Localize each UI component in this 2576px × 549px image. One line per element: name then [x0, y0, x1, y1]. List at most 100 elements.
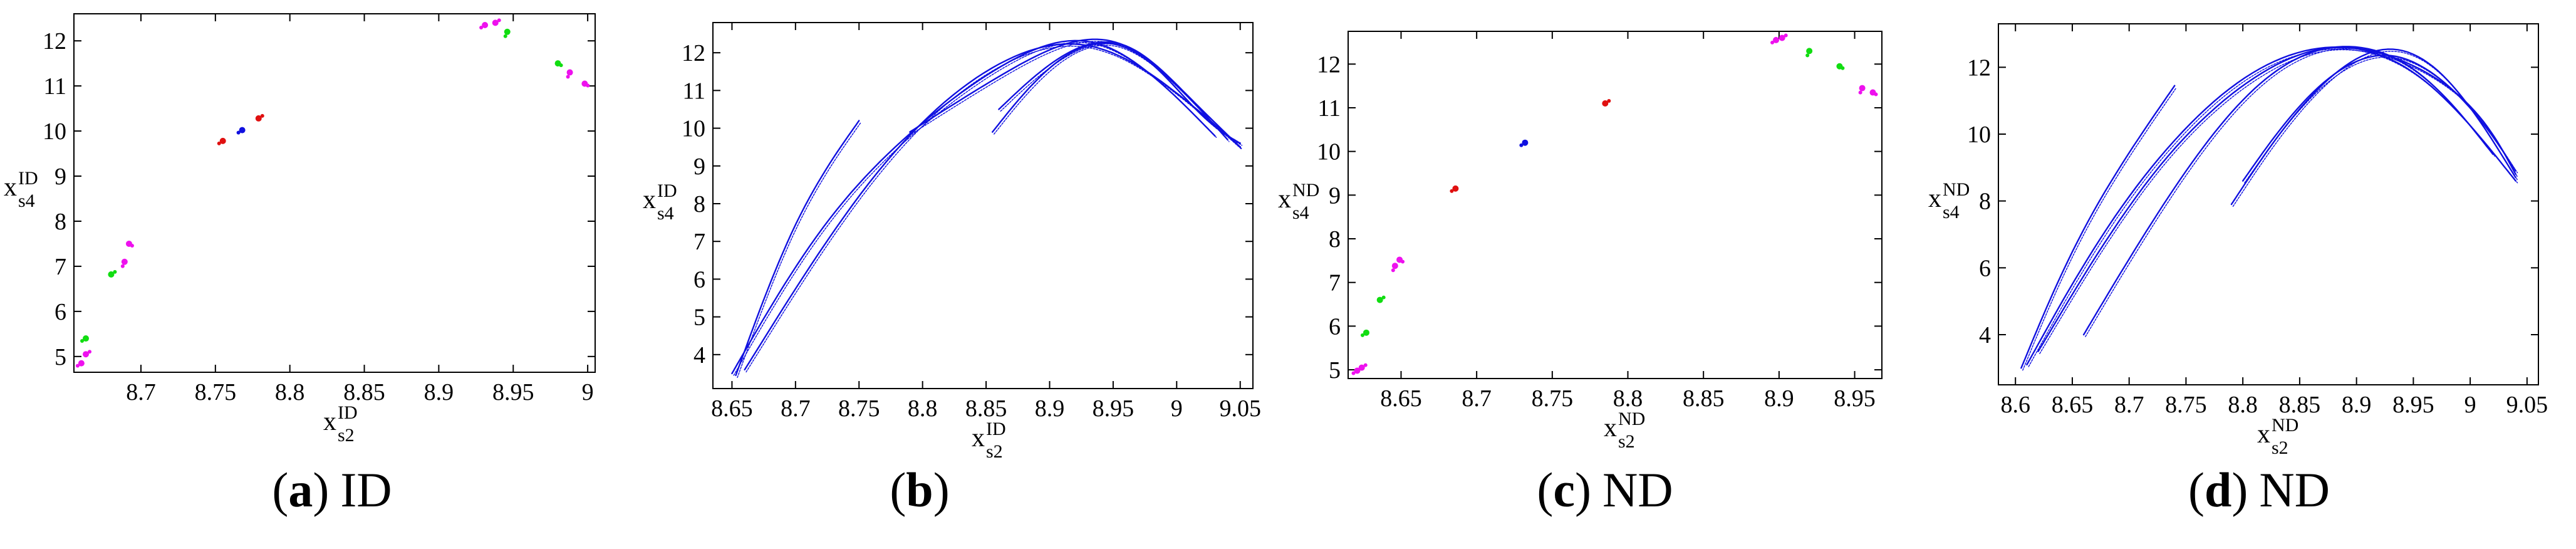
caption-open-paren: ( [890, 463, 906, 517]
x-axis-label-superscript: ID [986, 419, 1006, 439]
x-tick-label: 8.85 [965, 395, 1007, 422]
data-point-cluster [1363, 363, 1368, 367]
y-axis-label-base: x [1928, 184, 1941, 213]
y-tick-label: 12 [43, 28, 66, 55]
y-tick-label: 8 [1979, 189, 1991, 215]
panel-caption: (c) ND [1537, 463, 1673, 517]
x-tick-label: 8.6 [2000, 392, 2030, 418]
y-tick-label: 5 [55, 344, 66, 370]
data-point [1602, 100, 1609, 107]
caption-text: ID [340, 463, 392, 517]
y-axis-label-subscript: s4 [657, 203, 674, 224]
x-tick-label: 8.65 [711, 395, 753, 422]
attractor-curve [733, 42, 1217, 376]
y-tick-label: 6 [1979, 255, 1991, 281]
panel-caption: (b) [890, 463, 949, 517]
series-attractor-arc-3 [2037, 46, 2518, 354]
x-tick-label: 8.75 [1532, 385, 1574, 412]
data-point-cluster [1841, 66, 1845, 70]
data-point-cluster [559, 63, 563, 68]
y-tick-label: 8 [1329, 226, 1341, 253]
data-point [78, 360, 85, 367]
data-point [1363, 329, 1369, 336]
series-period-1 [1519, 139, 1529, 147]
x-tick-label: 8.75 [2165, 392, 2207, 418]
y-axis-label-subscript: s4 [1943, 202, 1960, 222]
series-period-2 [1450, 98, 1611, 193]
attractor-curve [2232, 51, 2518, 207]
data-point-cluster [503, 34, 507, 38]
data-point [83, 335, 90, 342]
x-tick-label: 8.7 [1462, 385, 1492, 412]
y-tick-label: 4 [1979, 322, 1991, 348]
y-tick-label: 7 [693, 229, 705, 255]
data-point [1779, 34, 1785, 41]
data-point-cluster [1401, 259, 1405, 264]
x-tick-label: 8.85 [2279, 392, 2321, 418]
y-axis-label-superscript: ND [1943, 179, 1970, 200]
data-point [255, 115, 262, 122]
series-period-8 [75, 18, 590, 368]
y-tick-label: 9 [55, 164, 66, 190]
y-tick-label: 5 [1329, 357, 1341, 384]
y-tick-label: 7 [1329, 270, 1341, 296]
attractor-curve [2037, 46, 2516, 352]
plot-frame [73, 13, 596, 373]
series-attractor-arc-5 [992, 42, 1230, 142]
data-point [1452, 185, 1459, 192]
x-tick-label: 8.75 [195, 379, 237, 405]
x-tick-label: 8.9 [424, 379, 454, 405]
x-tick-label: 8.95 [2392, 392, 2434, 418]
data-point [1773, 36, 1780, 43]
attractor-curve [2242, 54, 2516, 182]
attractor-curve [2028, 48, 2518, 367]
data-point-cluster [88, 350, 92, 354]
caption-letter: c [1553, 463, 1575, 517]
x-tick-label: 8.65 [2052, 392, 2094, 418]
data-point-cluster [1351, 371, 1356, 375]
data-point [83, 351, 90, 358]
data-point-cluster [1858, 90, 1862, 95]
attractor-curve [2022, 87, 2177, 371]
y-tick-label: 6 [1329, 313, 1341, 340]
series-attractor-arc-1 [2020, 85, 2177, 371]
y-tick-label: 5 [693, 305, 705, 331]
data-point-cluster [130, 243, 134, 248]
y-tick-label: 8 [693, 191, 705, 217]
y-tick-label: 9 [1329, 182, 1341, 209]
y-axis-label-base: x [643, 186, 656, 214]
x-axis-label-subscript: s2 [338, 425, 355, 446]
data-point-cluster [1784, 33, 1788, 38]
attractor-curve [744, 43, 1241, 371]
data-point-cluster [566, 75, 570, 79]
y-tick-label: 7 [55, 254, 66, 280]
attractor-curve [1000, 43, 1243, 150]
data-point-cluster [1519, 143, 1524, 147]
y-tick-label: 10 [1967, 122, 1991, 148]
x-tick-label: 8.85 [1683, 385, 1725, 412]
y-axis-label-superscript: ND [1292, 180, 1319, 201]
x-axis-label: xID s2 [972, 419, 1006, 462]
data-point-cluster [1391, 268, 1395, 273]
y-axis-label-subscript: s4 [18, 191, 35, 211]
x-axis-label-superscript: ND [2272, 415, 2298, 436]
data-point-cluster [1450, 189, 1454, 193]
plot-frame [1998, 23, 2539, 385]
caption-close-paren: ) [2231, 463, 2248, 517]
y-tick-label: 10 [1317, 139, 1341, 165]
y-tick-label: 8 [55, 209, 66, 235]
y-axis-label-superscript: ID [18, 168, 38, 189]
series-attractor-arc-2 [731, 39, 1217, 376]
caption-letter: b [906, 463, 933, 517]
x-tick-label: 9 [582, 379, 594, 405]
x-axis-label-base: x [972, 424, 985, 452]
series-period-2 [217, 113, 264, 145]
data-point-cluster [1770, 40, 1775, 44]
x-tick-label: 9.05 [2506, 392, 2548, 418]
series-attractor-arc-6 [998, 41, 1243, 150]
series-period-1 [236, 127, 246, 135]
data-point [1806, 48, 1813, 55]
attractor-curve [737, 122, 861, 379]
